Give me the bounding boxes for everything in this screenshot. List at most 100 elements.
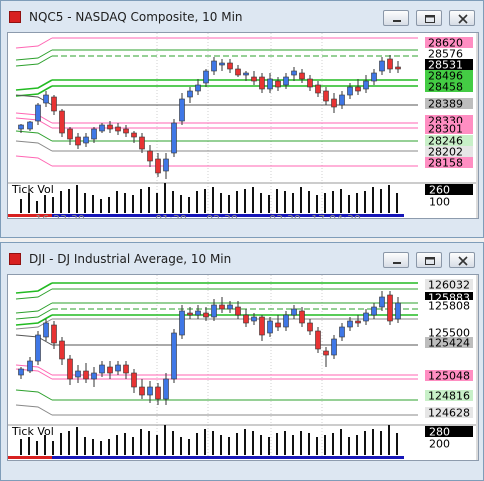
candle-up[interactable]	[371, 72, 377, 82]
candle-down[interactable]	[315, 84, 321, 94]
restore-button[interactable]	[416, 10, 442, 26]
candle-down[interactable]	[243, 314, 249, 324]
candle-up[interactable]	[339, 94, 345, 106]
candle-down[interactable]	[387, 58, 393, 70]
candle-down[interactable]	[67, 358, 73, 380]
candle-up[interactable]	[179, 310, 185, 336]
candle-down[interactable]	[307, 78, 313, 88]
candlestick-plot[interactable]: Tick Vol 16-23:30 01:30 02:30 03:30 17-04:30 1…	[8, 275, 479, 461]
candle-down[interactable]	[259, 316, 265, 336]
candle-down[interactable]	[259, 76, 265, 90]
candle-up[interactable]	[291, 70, 297, 76]
candle-up[interactable]	[371, 306, 377, 316]
candle-down[interactable]	[155, 158, 161, 174]
close-button[interactable]	[449, 252, 475, 268]
scrollbar[interactable]	[476, 33, 479, 219]
candle-up[interactable]	[347, 86, 353, 96]
candle-down[interactable]	[219, 304, 225, 310]
candle-up[interactable]	[18, 124, 24, 130]
candle-up[interactable]	[27, 360, 33, 372]
candle-down[interactable]	[315, 330, 321, 350]
candle-down[interactable]	[147, 150, 153, 162]
candle-down[interactable]	[299, 310, 305, 324]
candle-up[interactable]	[35, 334, 41, 362]
candle-down[interactable]	[123, 128, 129, 134]
candle-down[interactable]	[51, 96, 57, 112]
candle-down[interactable]	[331, 98, 337, 108]
candle-up[interactable]	[91, 128, 97, 140]
candle-down[interactable]	[251, 76, 257, 82]
candle-down[interactable]	[395, 66, 401, 70]
candle-up[interactable]	[331, 338, 337, 356]
candle-up[interactable]	[171, 122, 177, 154]
candle-up[interactable]	[99, 124, 105, 132]
candle-down[interactable]	[139, 136, 145, 150]
candle-up[interactable]	[283, 314, 289, 328]
candle-down[interactable]	[299, 72, 305, 80]
candle-down[interactable]	[51, 324, 57, 344]
candle-up[interactable]	[43, 322, 49, 338]
candle-up[interactable]	[379, 296, 385, 308]
price-chart[interactable]: Tick Vol 16-23:30 01:30 02:30 03:30 17-04:30 2…	[7, 32, 479, 219]
candle-down[interactable]	[235, 68, 241, 76]
candle-down[interactable]	[275, 80, 281, 88]
candle-down[interactable]	[131, 132, 137, 138]
minimize-button[interactable]	[383, 252, 409, 268]
candle-down[interactable]	[131, 372, 137, 388]
candle-up[interactable]	[363, 80, 369, 90]
candle-up[interactable]	[83, 136, 89, 144]
candle-up[interactable]	[75, 370, 81, 378]
minimize-button[interactable]	[383, 10, 409, 26]
candle-down[interactable]	[139, 386, 145, 396]
candle-up[interactable]	[195, 310, 201, 316]
candle-up[interactable]	[227, 304, 233, 310]
candle-down[interactable]	[155, 386, 161, 400]
title-bar[interactable]: DJI - DJ Industrial Average, 10 Min	[1, 243, 483, 275]
candle-down[interactable]	[59, 110, 65, 134]
candle-down[interactable]	[187, 312, 193, 316]
candle-down[interactable]	[323, 90, 329, 102]
candle-up[interactable]	[163, 378, 169, 400]
candle-up[interactable]	[27, 121, 33, 130]
candle-down[interactable]	[115, 126, 121, 132]
candle-up[interactable]	[339, 326, 345, 338]
scrollbar[interactable]	[476, 275, 479, 461]
candlestick-plot[interactable]: Tick Vol 16-23:30 01:30 02:30 03:30 17-04:30 2…	[8, 33, 479, 219]
candle-up[interactable]	[395, 302, 401, 320]
candle-up[interactable]	[179, 98, 185, 122]
candle-down[interactable]	[123, 364, 129, 374]
candle-up[interactable]	[291, 308, 297, 316]
candle-up[interactable]	[363, 312, 369, 322]
candle-up[interactable]	[203, 70, 209, 84]
candle-up[interactable]	[211, 304, 217, 318]
candle-down[interactable]	[83, 370, 89, 380]
candle-up[interactable]	[283, 76, 289, 86]
candle-up[interactable]	[18, 368, 24, 376]
price-chart[interactable]: Tick Vol 16-23:30 01:30 02:30 03:30 17-04:30 1…	[7, 274, 479, 461]
candle-down[interactable]	[67, 128, 73, 140]
candle-down[interactable]	[59, 340, 65, 360]
candle-up[interactable]	[267, 78, 273, 90]
candle-up[interactable]	[91, 372, 97, 380]
candle-down[interactable]	[307, 322, 313, 332]
candle-down[interactable]	[355, 320, 361, 324]
candle-down[interactable]	[107, 124, 113, 130]
candle-down[interactable]	[387, 294, 393, 322]
candle-up[interactable]	[219, 62, 225, 66]
close-button[interactable]	[449, 10, 475, 26]
candle-up[interactable]	[243, 72, 249, 76]
candle-up[interactable]	[115, 364, 121, 372]
candle-down[interactable]	[107, 366, 113, 374]
candle-up[interactable]	[195, 84, 201, 92]
candle-up[interactable]	[267, 320, 273, 334]
candle-up[interactable]	[163, 158, 169, 172]
candle-down[interactable]	[227, 62, 233, 70]
candle-down[interactable]	[275, 322, 281, 328]
candle-up[interactable]	[211, 60, 217, 72]
candle-down[interactable]	[235, 306, 241, 316]
candle-up[interactable]	[43, 94, 49, 104]
candle-up[interactable]	[187, 90, 193, 98]
candle-down[interactable]	[75, 136, 81, 146]
candle-down[interactable]	[355, 86, 361, 92]
candle-up[interactable]	[147, 386, 153, 396]
